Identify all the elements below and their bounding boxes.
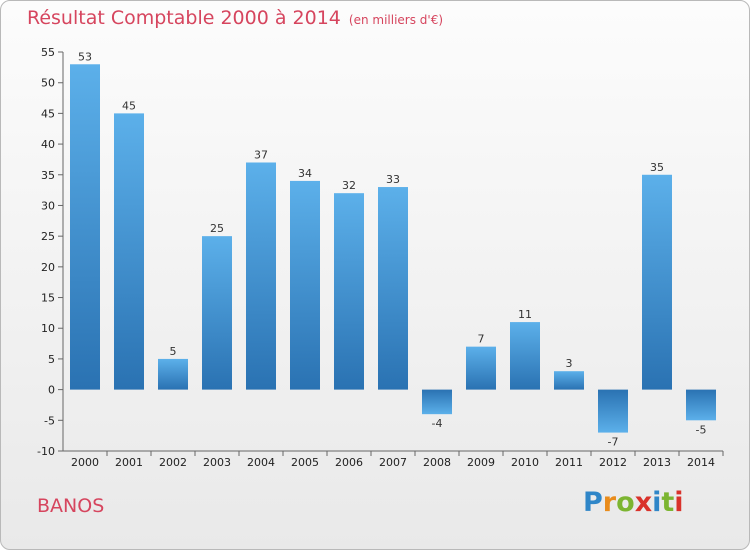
logo-letter: x xyxy=(634,487,653,518)
data-label-2012: -7 xyxy=(608,436,619,449)
y-tick-label: 0 xyxy=(48,384,55,397)
chart-title: Résultat Comptable 2000 à 2014 (en millie… xyxy=(27,7,443,29)
bar-2007 xyxy=(378,187,408,390)
y-tick-label: -5 xyxy=(44,414,55,427)
data-label-2005: 34 xyxy=(298,167,312,180)
data-label-2013: 35 xyxy=(650,161,664,174)
y-tick-label: 30 xyxy=(41,199,55,212)
x-tick-label: 2003 xyxy=(203,456,231,469)
x-tick-label: 2007 xyxy=(379,456,407,469)
y-tick-label: 40 xyxy=(41,138,55,151)
data-label-2009: 7 xyxy=(478,333,485,346)
bar-2012 xyxy=(598,389,628,433)
bar-2000 xyxy=(70,64,100,390)
data-label-2003: 25 xyxy=(210,222,224,235)
bar-2010 xyxy=(510,322,540,390)
data-label-2006: 32 xyxy=(342,179,356,192)
x-tick-label: 2001 xyxy=(115,456,143,469)
chart-title-text: Résultat Comptable 2000 à 2014 xyxy=(27,7,341,29)
data-label-2007: 33 xyxy=(386,173,400,186)
bar-2003 xyxy=(202,236,232,390)
y-tick-label: 45 xyxy=(41,107,55,120)
y-tick-label: 5 xyxy=(48,353,55,366)
x-tick-label: 2014 xyxy=(687,456,715,469)
bar-2013 xyxy=(642,174,672,390)
logo-letter: r xyxy=(602,487,617,518)
proxiti-logo: Proxiti xyxy=(583,487,684,518)
y-tick-label: -10 xyxy=(37,445,55,458)
y-tick-label: 50 xyxy=(41,77,55,90)
city-name: BANOS xyxy=(37,495,105,517)
x-tick-label: 2009 xyxy=(467,456,495,469)
logo-letter: t xyxy=(661,487,675,518)
logo-letter: P xyxy=(583,487,603,518)
x-tick-label: 2011 xyxy=(555,456,583,469)
logo-letter: i xyxy=(652,487,662,518)
data-label-2000: 53 xyxy=(78,50,92,63)
x-tick-label: 2013 xyxy=(643,456,671,469)
data-label-2014: -5 xyxy=(696,423,707,436)
data-label-2002: 5 xyxy=(170,345,177,358)
x-tick-label: 2004 xyxy=(247,456,275,469)
data-label-2008: -4 xyxy=(432,417,443,430)
x-tick-label: 2010 xyxy=(511,456,539,469)
bar-2014 xyxy=(686,389,716,421)
data-label-2004: 37 xyxy=(254,148,268,161)
y-tick-label: 55 xyxy=(41,46,55,59)
bar-2005 xyxy=(290,180,320,390)
logo-letter: o xyxy=(616,487,635,518)
x-tick-label: 2000 xyxy=(71,456,99,469)
logo-letter: i xyxy=(674,487,684,518)
data-label-2011: 3 xyxy=(566,357,573,370)
y-tick-label: 35 xyxy=(41,169,55,182)
y-tick-label: 15 xyxy=(41,292,55,305)
chart-unit: (en milliers d'€) xyxy=(348,13,444,27)
bars xyxy=(70,64,716,433)
data-labels: 53 45 5 25 37 34 32 33 -4 7 11 3 -7 35 -5 xyxy=(78,50,706,448)
x-tick-label: 2006 xyxy=(335,456,363,469)
data-label-2001: 45 xyxy=(122,99,136,112)
bar-2011 xyxy=(554,371,584,390)
x-tick-label: 2002 xyxy=(159,456,187,469)
y-tick-label: 20 xyxy=(41,261,55,274)
x-tick-label: 2012 xyxy=(599,456,627,469)
bar-2002 xyxy=(158,358,188,390)
data-label-2010: 11 xyxy=(518,308,532,321)
bar-2009 xyxy=(466,346,496,390)
bar-2001 xyxy=(114,113,144,390)
bar-2006 xyxy=(334,193,364,390)
bar-2008 xyxy=(422,389,452,415)
x-tick-label: 2005 xyxy=(291,456,319,469)
x-tick-label: 2008 xyxy=(423,456,451,469)
bar-2004 xyxy=(246,162,276,390)
y-tick-label: 25 xyxy=(41,230,55,243)
y-tick-label: 10 xyxy=(41,322,55,335)
